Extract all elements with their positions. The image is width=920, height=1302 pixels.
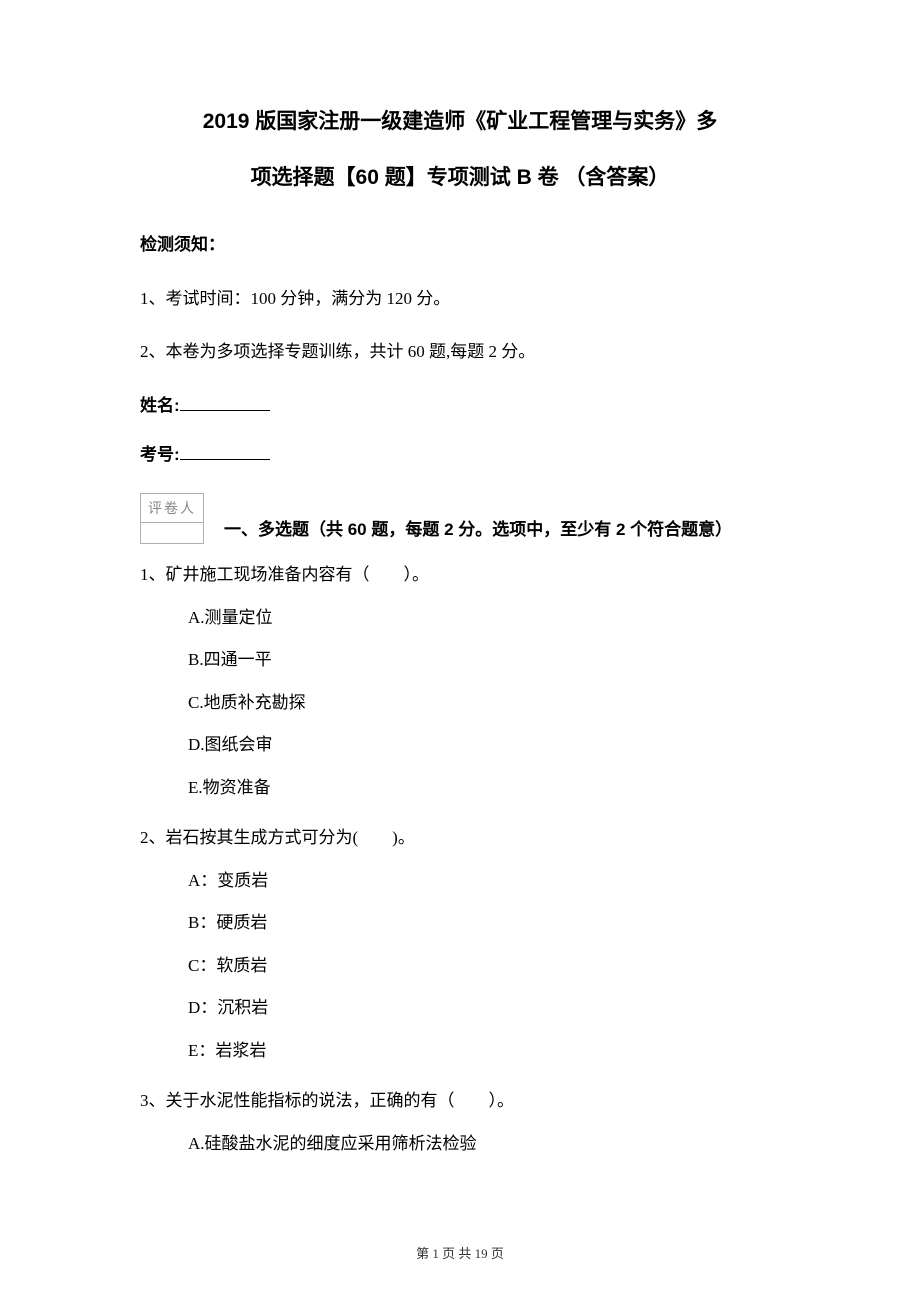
name-field: 姓名: bbox=[140, 382, 780, 430]
name-underline bbox=[180, 392, 270, 411]
question-1-option-b: B.四通一平 bbox=[188, 639, 780, 682]
instruction-2: 2、本卷为多项选择专题训练，共计 60 题,每题 2 分。 bbox=[140, 328, 780, 376]
exam-id-field: 考号: bbox=[140, 431, 780, 479]
question-2-option-b: B：硬质岩 bbox=[188, 902, 780, 945]
grader-box-label: 评卷人 bbox=[141, 494, 203, 523]
page-container: 2019 版国家注册一级建造师《矿业工程管理与实务》多 项选择题【60 题】专项… bbox=[0, 0, 920, 1165]
question-2-option-c: C：软质岩 bbox=[188, 945, 780, 988]
question-1-option-c: C.地质补充勘探 bbox=[188, 682, 780, 725]
instruction-1: 1、考试时间：100 分钟，满分为 120 分。 bbox=[140, 275, 780, 323]
section-title: 一、多选题（共 60 题，每题 2 分。选项中，至少有 2 个符合题意） bbox=[224, 515, 732, 544]
question-1-stem: 1、矿井施工现场准备内容有（ ）。 bbox=[140, 554, 780, 597]
name-label: 姓名: bbox=[140, 396, 180, 415]
grader-box: 评卷人 bbox=[140, 493, 204, 544]
question-2-option-d: D：沉积岩 bbox=[188, 987, 780, 1030]
grader-section-row: 评卷人 一、多选题（共 60 题，每题 2 分。选项中，至少有 2 个符合题意） bbox=[140, 493, 780, 544]
title-line-2: 项选择题【60 题】专项测试 B 卷 （含答案） bbox=[140, 161, 780, 195]
page-footer: 第 1 页 共 19 页 bbox=[0, 1243, 920, 1262]
grader-box-empty bbox=[141, 523, 203, 543]
question-3-stem: 3、关于水泥性能指标的说法，正确的有（ ）。 bbox=[140, 1080, 780, 1123]
question-2-stem: 2、岩石按其生成方式可分为( )。 bbox=[140, 817, 780, 860]
question-3-option-a: A.硅酸盐水泥的细度应采用筛析法检验 bbox=[188, 1123, 780, 1166]
question-2-option-e: E：岩浆岩 bbox=[188, 1030, 780, 1073]
question-1-option-d: D.图纸会审 bbox=[188, 724, 780, 767]
exam-id-label: 考号: bbox=[140, 445, 180, 464]
question-1-option-e: E.物资准备 bbox=[188, 767, 780, 810]
exam-id-underline bbox=[180, 442, 270, 461]
question-2-option-a: A：变质岩 bbox=[188, 860, 780, 903]
instructions-heading: 检测须知： bbox=[140, 224, 780, 267]
question-1-option-a: A.测量定位 bbox=[188, 597, 780, 640]
title-line-1: 2019 版国家注册一级建造师《矿业工程管理与实务》多 bbox=[140, 105, 780, 139]
